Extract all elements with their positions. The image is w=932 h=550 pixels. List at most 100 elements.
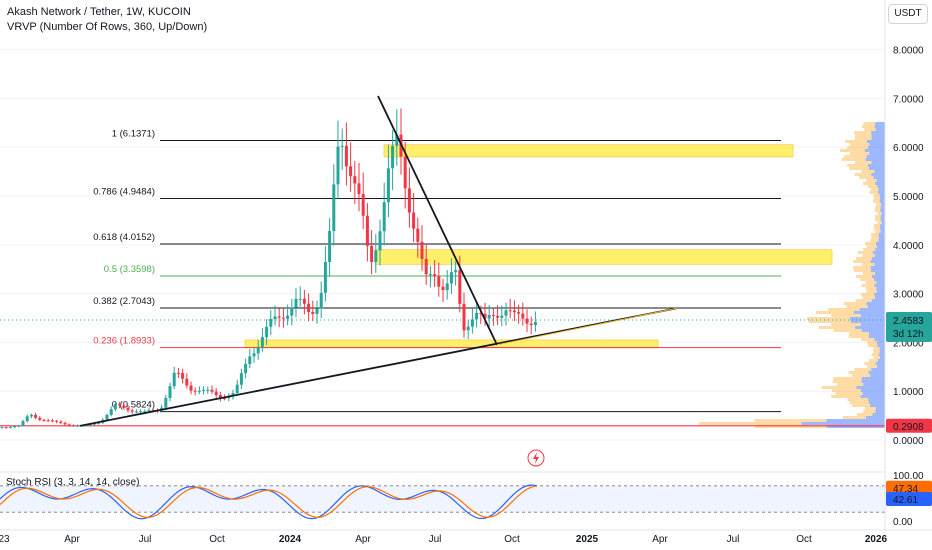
profile-bar-down — [801, 422, 885, 425]
candle-body — [370, 245, 374, 263]
lightning-icon[interactable] — [527, 449, 545, 467]
lightning-icon-bolt — [533, 452, 539, 464]
profile-bar-down — [880, 230, 885, 233]
candle-body — [67, 424, 71, 426]
profile-bar-down — [874, 296, 885, 299]
profile-bar-down — [875, 272, 885, 275]
profile-bar-up — [831, 314, 861, 317]
profile-bar-down — [861, 329, 885, 332]
profile-bar-down — [878, 236, 885, 239]
candle-body — [412, 212, 416, 229]
candle-body — [462, 303, 466, 331]
candle-body — [433, 274, 437, 277]
candle-body — [449, 272, 453, 284]
x-tick-label: 23 — [0, 534, 10, 545]
profile-bar-up — [855, 161, 872, 164]
candle-body — [181, 373, 185, 379]
profile-bar-up — [853, 266, 871, 269]
candle-body — [491, 314, 495, 316]
profile-bar-up — [857, 251, 873, 254]
trend-line-support — [79, 307, 678, 427]
candle-body — [487, 314, 491, 319]
fib-label: 0.382 (2.7043) — [93, 296, 155, 307]
candle-body — [302, 298, 306, 304]
profile-bar-down — [873, 278, 885, 281]
y-tick-label: 0.0000 — [893, 436, 924, 447]
candle-body — [143, 411, 147, 413]
profile-bar-up — [849, 332, 869, 335]
profile-bar-down — [871, 173, 885, 176]
profile-bar-up — [815, 311, 854, 314]
countdown-text: 3d 12h — [893, 329, 924, 340]
candle-body — [256, 346, 260, 354]
profile-bar-up — [867, 185, 878, 188]
fib-label: 1 (6.1371) — [112, 129, 155, 140]
y-tick-label: 5.0000 — [893, 192, 924, 203]
price-axis[interactable]: 8.0000 7.0000 6.0000 5.0000 4.0000 3.0000 2.00… — [884, 0, 924, 530]
profile-bar-down — [861, 377, 885, 380]
profile-bar-up — [831, 389, 862, 392]
profile-bar-down — [879, 194, 885, 197]
profile-bar-down — [878, 353, 885, 356]
profile-bar-up — [866, 290, 877, 293]
profile-bar-down — [861, 380, 885, 383]
stoch-rsi-pane — [0, 471, 885, 520]
profile-bar-down — [856, 386, 885, 389]
candle-body — [529, 323, 533, 326]
candle-body — [357, 183, 361, 195]
candle-body — [189, 385, 193, 391]
stoch-d-text: 42.61 — [893, 495, 918, 506]
profile-bar-up — [828, 308, 860, 311]
candle-body — [298, 298, 302, 300]
profile-bar-up — [854, 368, 872, 371]
profile-bar-down — [878, 239, 885, 242]
currency-button[interactable]: USDT — [888, 4, 928, 24]
x-tick-label: Oct — [209, 534, 225, 545]
profile-bar-down — [880, 209, 885, 212]
profile-bar-up — [754, 425, 827, 428]
candle-body — [508, 310, 512, 312]
candle-body — [206, 389, 210, 391]
candle-body — [319, 292, 323, 309]
trend-line-extension — [496, 307, 678, 346]
profile-bar-up — [870, 239, 879, 242]
profile-bar-up — [848, 371, 869, 374]
candle-body — [46, 420, 50, 422]
profile-bar-up — [833, 329, 862, 332]
profile-bar-up — [867, 344, 878, 347]
profile-bar-down — [876, 290, 885, 293]
profile-bar-down — [876, 179, 885, 182]
profile-bar-up — [874, 227, 881, 230]
profile-bar-down — [880, 224, 885, 227]
x-tick-label: Apr — [355, 534, 371, 545]
x-tick-label: Oct — [504, 534, 520, 545]
profile-bar-up — [873, 356, 881, 359]
profile-bar-down — [880, 356, 885, 359]
candle-body — [386, 168, 390, 203]
candle-body — [336, 146, 340, 185]
profile-bar-up — [831, 395, 861, 398]
fib-label: 0.236 (1.8933) — [93, 336, 155, 347]
profile-bar-up — [877, 221, 882, 224]
stoch-k-badge — [886, 480, 932, 495]
profile-bar-down — [874, 170, 885, 173]
stoch-scale-bottom: 0.00 — [893, 517, 913, 528]
candle-body — [496, 315, 500, 318]
profile-bar-up — [866, 245, 877, 248]
profile-bar-down — [875, 182, 885, 185]
profile-bar-up — [754, 419, 827, 422]
time-axis[interactable]: 23 Apr Jul Oct 2024 Apr Jul Oct 2025 Apr Jul Oct 202… — [0, 529, 932, 545]
profile-bar-up — [808, 320, 851, 323]
profile-bar-down — [872, 413, 885, 416]
candle-body — [479, 312, 483, 314]
candle-body — [269, 319, 273, 327]
candle-body — [21, 421, 25, 426]
candle-body — [139, 411, 143, 413]
candle-body — [214, 391, 218, 395]
x-tick-label: Jul — [139, 534, 152, 545]
profile-bar-up — [855, 299, 872, 302]
profile-bar-down — [864, 149, 885, 152]
candle-body — [147, 410, 151, 412]
profile-bar-up — [852, 260, 871, 263]
